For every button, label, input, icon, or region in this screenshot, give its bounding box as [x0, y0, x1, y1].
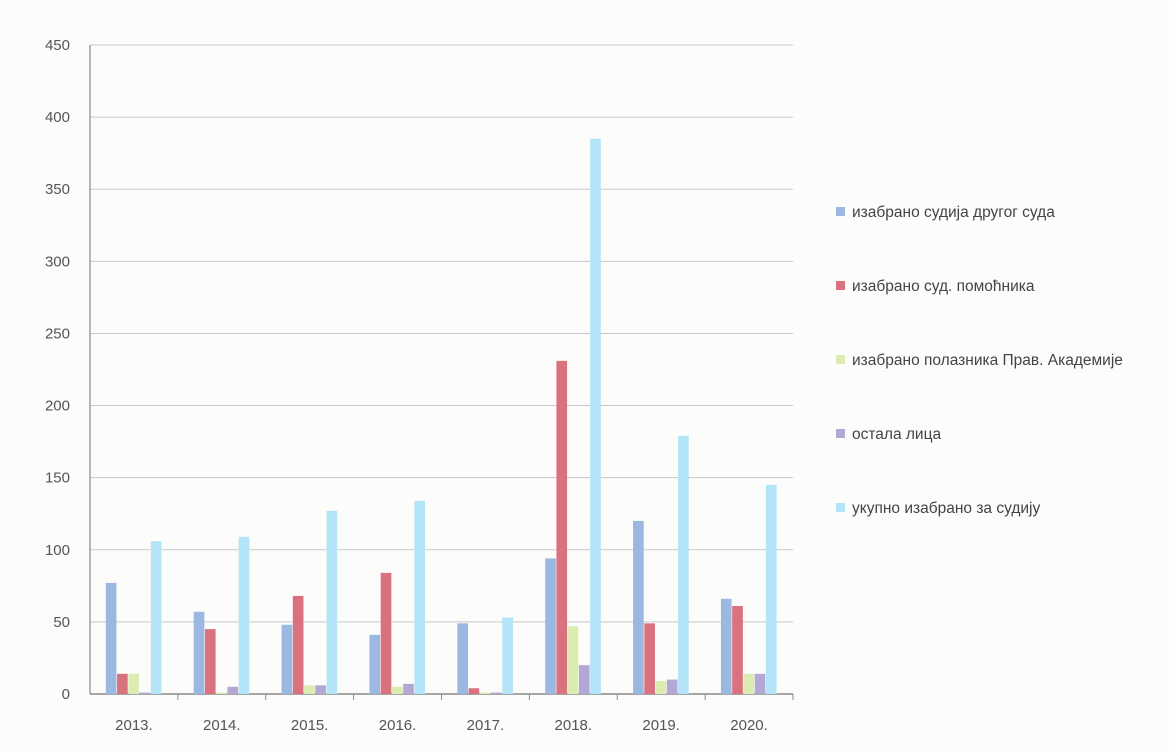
bar-2018-series-5 — [590, 138, 601, 694]
y-axis: 0 50 100 150 200 250 300 350 400 450 — [45, 37, 91, 703]
legend-swatch — [836, 503, 845, 512]
bar-2013-series-3 — [128, 673, 139, 694]
legend-swatch — [836, 281, 845, 290]
bar-2016-series-1 — [369, 634, 381, 694]
x-tick-label: 2013. — [115, 717, 153, 734]
bar-2015-series-5 — [326, 510, 338, 694]
legend-swatch — [836, 355, 845, 364]
x-axis: 2013. 2014. 2015. 2016. 2017. 2018. 2019. 2020. — [115, 694, 794, 734]
bar-2018-series-4 — [578, 665, 590, 694]
bar-2016-series-4 — [403, 683, 414, 694]
bar-2013-series-1 — [105, 582, 117, 694]
bar-2018-series-2 — [556, 360, 568, 694]
bar-2020-series-2 — [732, 606, 743, 694]
y-tick-label: 100 — [45, 542, 70, 559]
bar-2013-series-4 — [139, 692, 151, 694]
legend-label: изабрано полазника Прав. Академије — [852, 352, 1123, 369]
legend-swatch — [836, 207, 845, 216]
bar-2020-series-5 — [765, 484, 777, 694]
y-tick-label: 250 — [45, 325, 70, 342]
bar-2013-series-5 — [150, 541, 162, 694]
bar-2015-series-3 — [304, 685, 315, 694]
bar-2017-series-4 — [491, 692, 502, 694]
legend-label: изабрано суд. помоћника — [852, 278, 1035, 295]
bar-2019-series-2 — [644, 623, 655, 694]
bar-2016-series-2 — [380, 572, 392, 694]
bar-2019-series-1 — [633, 520, 644, 694]
bar-2017-series-2 — [468, 688, 480, 694]
y-tick-label: 150 — [45, 470, 70, 487]
y-tick-label: 0 — [62, 686, 70, 703]
x-tick-label: 2015. — [291, 717, 329, 734]
bar-2015-series-2 — [292, 595, 304, 694]
bar-2016-series-3 — [391, 686, 403, 694]
bar-2015-series-1 — [281, 624, 293, 694]
bar-2014-series-3 — [216, 692, 227, 694]
x-tick-label: 2017. — [467, 717, 505, 734]
y-tick-label: 450 — [45, 37, 70, 54]
bar-2013-series-2 — [117, 673, 128, 694]
bar-2016-series-5 — [414, 500, 426, 694]
gridlines — [90, 44, 793, 695]
legend-label: укупно изабрано за судију — [852, 500, 1040, 517]
bar-2019-series-3 — [655, 681, 667, 694]
x-tick-label: 2020. — [730, 717, 768, 734]
x-tick-label: 2019. — [642, 717, 680, 734]
y-tick-label: 300 — [45, 253, 70, 270]
bar-2017-series-5 — [502, 617, 513, 694]
bar-2019-series-4 — [666, 679, 678, 694]
bar-2019-series-5 — [678, 435, 689, 694]
bar-2017-series-3 — [479, 692, 491, 694]
bar-2014-series-4 — [227, 686, 239, 694]
bar-2020-series-4 — [754, 673, 766, 694]
y-tick-label: 50 — [53, 614, 70, 631]
x-tick-label: 2018. — [555, 717, 593, 734]
y-tick-label: 200 — [45, 398, 70, 415]
legend: изабрано судија другог суда изабрано суд.… — [836, 204, 1123, 517]
x-tick-label: 2014. — [203, 717, 241, 734]
bar-2020-series-1 — [720, 598, 732, 694]
legend-label: остала лица — [852, 426, 941, 443]
y-tick-label: 400 — [45, 109, 70, 126]
legend-label: изабрано судија другог суда — [852, 204, 1055, 221]
bar-2015-series-4 — [315, 685, 326, 694]
bar-2014-series-5 — [238, 536, 250, 694]
x-tick-label: 2016. — [379, 717, 417, 734]
bar-2020-series-3 — [743, 673, 755, 694]
bar-2018-series-3 — [567, 626, 579, 694]
bar-2017-series-1 — [457, 623, 468, 694]
bars — [105, 138, 777, 694]
bar-2018-series-1 — [545, 558, 556, 694]
legend-swatch — [836, 429, 845, 438]
y-tick-label: 350 — [45, 181, 70, 198]
bar-2014-series-1 — [193, 611, 205, 694]
bar-2014-series-2 — [204, 629, 216, 694]
